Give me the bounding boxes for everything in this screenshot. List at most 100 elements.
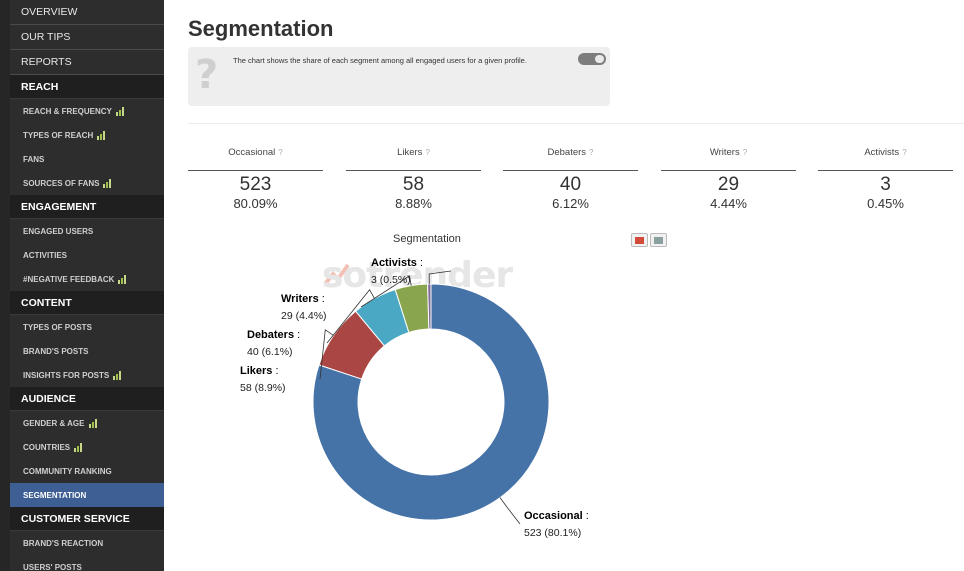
stat-label-text: Debaters — [547, 147, 587, 158]
download-icon — [654, 237, 663, 244]
page-title: Segmentation — [188, 16, 334, 41]
chart-title: Segmentation — [393, 233, 461, 245]
sidebar-item-activities[interactable]: ACTIVITIES — [10, 243, 164, 267]
sidebar-item-countries[interactable]: COUNTRIES — [10, 435, 164, 459]
sidebar-item-label: ENGAGED USERS — [23, 226, 94, 236]
stat-label-text: Writers — [709, 147, 740, 158]
sidebar-item-label: #NEGATIVE FEEDBACK — [23, 274, 115, 284]
info-box: ? The chart shows the share of each segm… — [188, 47, 610, 106]
sidebar-gutter — [0, 0, 10, 571]
sidebar-item-label: REACH & FREQUENCY — [23, 106, 112, 116]
stat-label: Likers? — [346, 145, 481, 171]
help-icon[interactable]: ? — [425, 148, 430, 157]
stat-percent: 0.45% — [867, 196, 904, 211]
sidebar-item-label: SEGMENTATION — [23, 490, 87, 500]
connector-debaters — [326, 288, 375, 344]
sidebar-item-label: SOURCES OF FANS — [23, 178, 100, 188]
sidebar-item-engaged-users[interactable]: ENGAGED USERS — [10, 219, 164, 243]
sidebar-item-reach-frequency[interactable]: REACH & FREQUENCY — [10, 99, 164, 123]
connector-writers — [360, 275, 412, 308]
help-icon[interactable]: ? — [589, 148, 594, 157]
sidebar-item-fans[interactable]: FANS — [10, 147, 164, 171]
sidebar-item-segmentation[interactable]: SEGMENTATION — [10, 483, 164, 507]
sidebar-item-our-tips[interactable]: OUR TIPS — [10, 25, 164, 50]
slice-activists[interactable] — [427, 283, 432, 330]
stat-writers: Writers? 29 4.44% — [661, 145, 796, 212]
sidebar-item-brand-s-posts[interactable]: BRAND'S POSTS — [10, 339, 164, 363]
help-icon[interactable]: ? — [278, 148, 283, 157]
stat-label: Writers? — [661, 145, 796, 171]
sidebar-item-label: TYPES OF REACH — [23, 130, 94, 140]
sidebar-item-insights-for-posts[interactable]: INSIGHTS FOR POSTS — [10, 363, 164, 387]
sidebar-item-sources-of-fans[interactable]: SOURCES OF FANS — [10, 171, 164, 195]
slice-label-name: Activists : — [371, 257, 423, 269]
sidebar-item-types-of-reach[interactable]: TYPES OF REACH — [10, 123, 164, 147]
slice-label-value: 29 (4.4%) — [281, 310, 327, 322]
sidebar-item-users-posts[interactable]: USERS' POSTS — [10, 555, 164, 571]
sidebar-item-reports[interactable]: REPORTS — [10, 50, 164, 75]
sidebar-item-community-ranking[interactable]: COMMUNITY RANKING — [10, 459, 164, 483]
stat-occasional: Occasional? 523 80.09% — [188, 145, 323, 212]
print-icon — [635, 237, 644, 244]
premium-bars-icon — [118, 274, 127, 284]
connector-occasional — [499, 497, 521, 525]
stat-count: 3 — [880, 174, 891, 195]
slice-label-name: Occasional : — [524, 510, 589, 522]
stat-activists: Activists? 3 0.45% — [818, 145, 953, 212]
premium-bars-icon — [115, 106, 124, 116]
sidebar-item-types-of-posts[interactable]: TYPES OF POSTS — [10, 315, 164, 339]
sidebar-section-engagement[interactable]: ENGAGEMENT — [10, 195, 164, 219]
sidebar-section-customer-service[interactable]: CUSTOMER SERVICE — [10, 507, 164, 531]
sidebar-item-label: COUNTRIES — [23, 442, 71, 452]
sidebar-item-label: OVERVIEW — [21, 6, 78, 18]
sidebar-section-content[interactable]: CONTENT — [10, 291, 164, 315]
sidebar-item-overview[interactable]: OVERVIEW — [10, 0, 164, 25]
slice-label-name: Writers : — [281, 293, 325, 305]
stat-label-text: Occasional — [228, 147, 276, 158]
sidebar-item-label: INSIGHTS FOR POSTS — [23, 370, 110, 380]
stat-count: 58 — [402, 174, 425, 195]
sidebar-item-negative-feedback[interactable]: #NEGATIVE FEEDBACK — [10, 267, 164, 291]
sidebar-section-reach[interactable]: REACH — [10, 75, 164, 99]
stat-label-text: Likers — [397, 147, 423, 158]
download-chart-button[interactable] — [650, 233, 667, 247]
sidebar-item-label: TYPES OF POSTS — [23, 322, 92, 332]
slice-label-value: 523 (80.1%) — [524, 527, 581, 539]
sidebar-item-gender-age[interactable]: GENDER & AGE — [10, 411, 164, 435]
info-toggle[interactable] — [578, 53, 606, 65]
stat-percent: 6.12% — [552, 196, 589, 211]
stat-percent: 4.44% — [710, 196, 747, 211]
sidebar-item-label: OUR TIPS — [21, 31, 71, 43]
sidebar-item-label: CUSTOMER SERVICE — [21, 512, 130, 525]
premium-bars-icon — [103, 178, 112, 188]
stat-debaters: Debaters? 40 6.12% — [503, 145, 638, 212]
stat-count: 523 — [239, 174, 272, 195]
segmentation-donut-chart: Occasional : 523 (80.1%) Likers : 58 (8.9%)… — [240, 257, 589, 539]
help-icon[interactable]: ? — [902, 148, 907, 157]
stat-label: Debaters? — [503, 145, 638, 171]
slice-label-value: 40 (6.1%) — [247, 346, 293, 358]
premium-bars-icon — [113, 370, 122, 380]
premium-bars-icon — [88, 418, 97, 428]
sidebar-item-label: ACTIVITIES — [23, 250, 68, 260]
sidebar-item-label: BRAND'S REACTION — [23, 538, 104, 548]
connector-likers — [319, 329, 334, 380]
print-chart-button[interactable] — [631, 233, 648, 247]
help-icon[interactable]: ? — [742, 148, 748, 157]
stat-percent: 80.09% — [233, 196, 278, 211]
sidebar-item-label: ENGAGEMENT — [21, 200, 97, 213]
stat-percent: 8.88% — [395, 196, 432, 211]
slice-label-name: Debaters : — [247, 329, 300, 341]
stat-count: 40 — [559, 174, 582, 195]
sidebar-item-label: FANS — [23, 154, 45, 164]
sidebar-item-brand-s-reaction[interactable]: BRAND'S REACTION — [10, 531, 164, 555]
slice-occasional[interactable] — [312, 283, 550, 521]
connector-activists — [428, 270, 452, 285]
sidebar-item-label: USERS' POSTS — [23, 562, 82, 571]
stat-likers: Likers? 58 8.88% — [346, 145, 481, 212]
sidebar-section-audience[interactable]: AUDIENCE — [10, 387, 164, 411]
slice-label-value: 58 (8.9%) — [240, 382, 286, 394]
sidebar-item-label: BRAND'S POSTS — [23, 346, 89, 356]
sidebar-item-label: REACH — [21, 80, 59, 93]
